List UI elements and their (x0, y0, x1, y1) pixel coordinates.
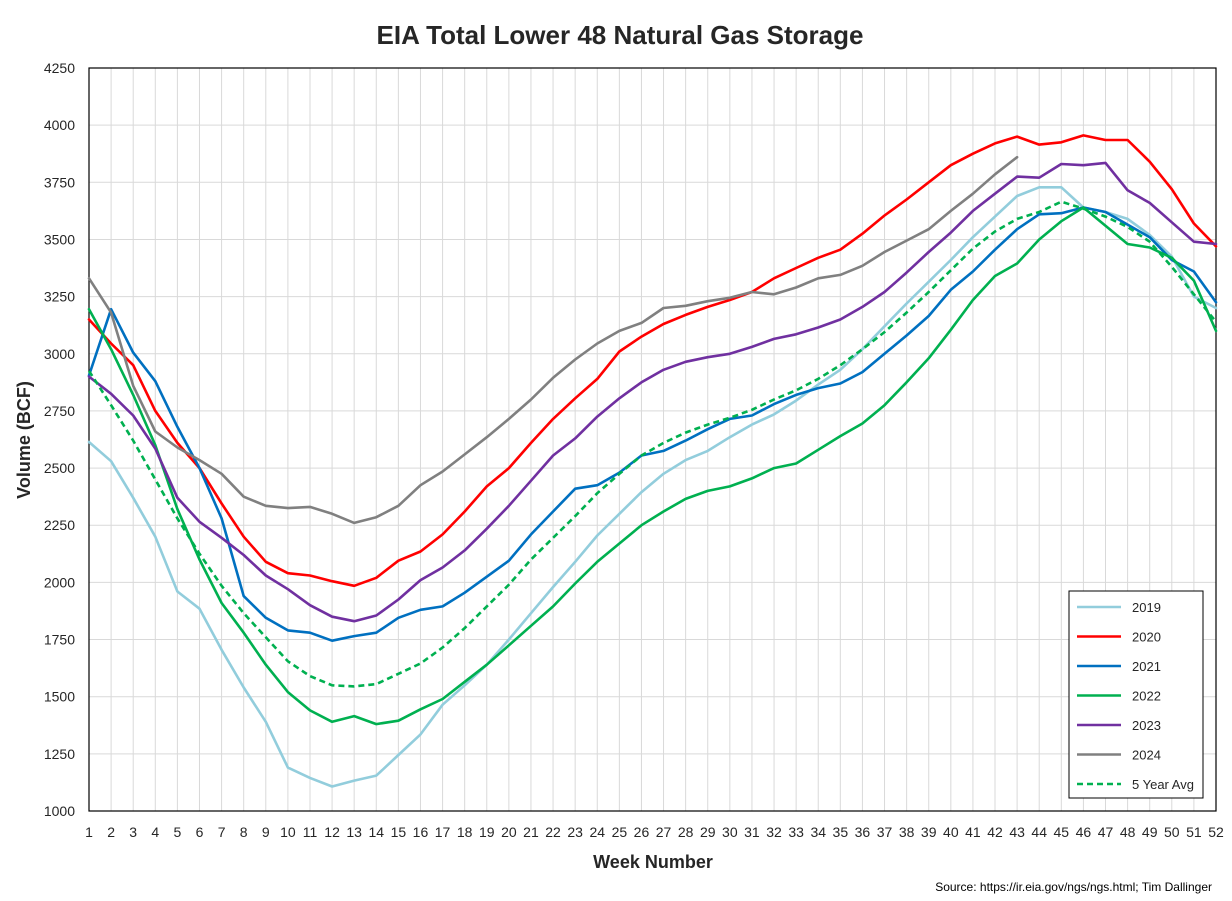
x-tick-label: 23 (567, 824, 583, 840)
x-tick-label: 27 (656, 824, 672, 840)
x-tick-label: 26 (634, 824, 650, 840)
x-tick-label: 19 (479, 824, 495, 840)
x-tick-label: 48 (1120, 824, 1136, 840)
plot-area: 1000125015001750200022502500275030003250… (44, 60, 1224, 840)
x-tick-label: 4 (151, 824, 159, 840)
series-line-2019 (87, 186, 1218, 788)
x-tick-label: 52 (1208, 824, 1224, 840)
legend-label: 2022 (1132, 689, 1161, 704)
x-tick-label: 22 (545, 824, 561, 840)
x-tick-label: 42 (987, 824, 1003, 840)
x-tick-label: 9 (262, 824, 270, 840)
y-tick-label: 1750 (44, 632, 75, 648)
x-tick-label: 33 (788, 824, 804, 840)
x-tick-label: 39 (921, 824, 937, 840)
x-tick-label: 20 (501, 824, 517, 840)
source-note: Source: https://ir.eia.gov/ngs/ngs.html;… (935, 880, 1212, 894)
series-line-2020 (87, 134, 1218, 588)
x-tick-label: 21 (523, 824, 539, 840)
plot-border (88, 67, 1217, 812)
x-tick-label: 16 (413, 824, 429, 840)
x-tick-label: 13 (346, 824, 362, 840)
x-tick-label: 50 (1164, 824, 1180, 840)
x-tick-label: 11 (303, 824, 318, 840)
x-tick-label: 30 (722, 824, 738, 840)
y-tick-label: 2000 (44, 574, 75, 590)
x-tick-label: 3 (129, 824, 137, 840)
x-tick-label: 28 (678, 824, 694, 840)
legend-label: 2021 (1132, 659, 1161, 674)
x-tick-label: 35 (833, 824, 849, 840)
y-tick-label: 2750 (44, 403, 75, 419)
x-tick-label: 46 (1076, 824, 1092, 840)
x-tick-label: 10 (280, 824, 296, 840)
x-tick-label: 6 (196, 824, 204, 840)
series-line-5-year-avg (87, 200, 1218, 688)
y-tick-label: 1000 (44, 803, 75, 819)
x-tick-label: 32 (766, 824, 782, 840)
y-tick-label: 3500 (44, 231, 75, 247)
legend-label: 2020 (1132, 630, 1161, 645)
chart-title: EIA Total Lower 48 Natural Gas Storage (377, 20, 864, 50)
legend-label: 2019 (1132, 600, 1161, 615)
x-tick-label: 18 (457, 824, 473, 840)
legend-label: 5 Year Avg (1132, 777, 1194, 792)
x-tick-label: 24 (589, 824, 605, 840)
x-tick-label: 7 (218, 824, 226, 840)
legend-label: 2023 (1132, 718, 1161, 733)
x-tick-label: 41 (965, 824, 981, 840)
x-tick-label: 47 (1098, 824, 1114, 840)
x-tick-label: 34 (810, 824, 826, 840)
x-tick-label: 45 (1054, 824, 1070, 840)
x-tick-label: 51 (1186, 824, 1202, 840)
x-tick-label: 25 (612, 824, 628, 840)
x-tick-label: 17 (435, 824, 451, 840)
y-tick-label: 3250 (44, 289, 75, 305)
y-tick-label: 2500 (44, 460, 75, 476)
x-axis-title: Week Number (593, 852, 713, 872)
x-tick-label: 1 (85, 824, 93, 840)
x-tick-label: 38 (899, 824, 915, 840)
x-tick-label: 8 (240, 824, 248, 840)
x-tick-label: 15 (391, 824, 407, 840)
y-tick-label: 1500 (44, 689, 75, 705)
series-line-2022 (87, 206, 1218, 726)
x-tick-label: 49 (1142, 824, 1158, 840)
series-line-2024 (87, 155, 1019, 525)
x-tick-label: 12 (324, 824, 340, 840)
series-line-2023 (87, 161, 1218, 623)
x-tick-label: 14 (368, 824, 384, 840)
y-tick-label: 3000 (44, 346, 75, 362)
y-tick-label: 4000 (44, 117, 75, 133)
x-tick-label: 40 (943, 824, 959, 840)
x-tick-label: 5 (173, 824, 181, 840)
legend-label: 2024 (1132, 748, 1161, 763)
y-tick-label: 4250 (44, 60, 75, 76)
y-axis-title: Volume (BCF) (14, 381, 34, 499)
x-tick-label: 29 (700, 824, 716, 840)
y-tick-label: 1250 (44, 746, 75, 762)
x-tick-label: 37 (877, 824, 893, 840)
x-tick-label: 31 (744, 824, 760, 840)
legend: 2019 2020 2021 2022 2023 2024 5 Year Avg (1068, 590, 1204, 799)
x-tick-label: 43 (1009, 824, 1025, 840)
y-tick-label: 2250 (44, 517, 75, 533)
series-line-2021 (87, 206, 1218, 643)
x-tick-label: 44 (1031, 824, 1047, 840)
x-tick-label: 2 (107, 824, 115, 840)
y-tick-label: 3750 (44, 174, 75, 190)
x-tick-label: 36 (855, 824, 871, 840)
